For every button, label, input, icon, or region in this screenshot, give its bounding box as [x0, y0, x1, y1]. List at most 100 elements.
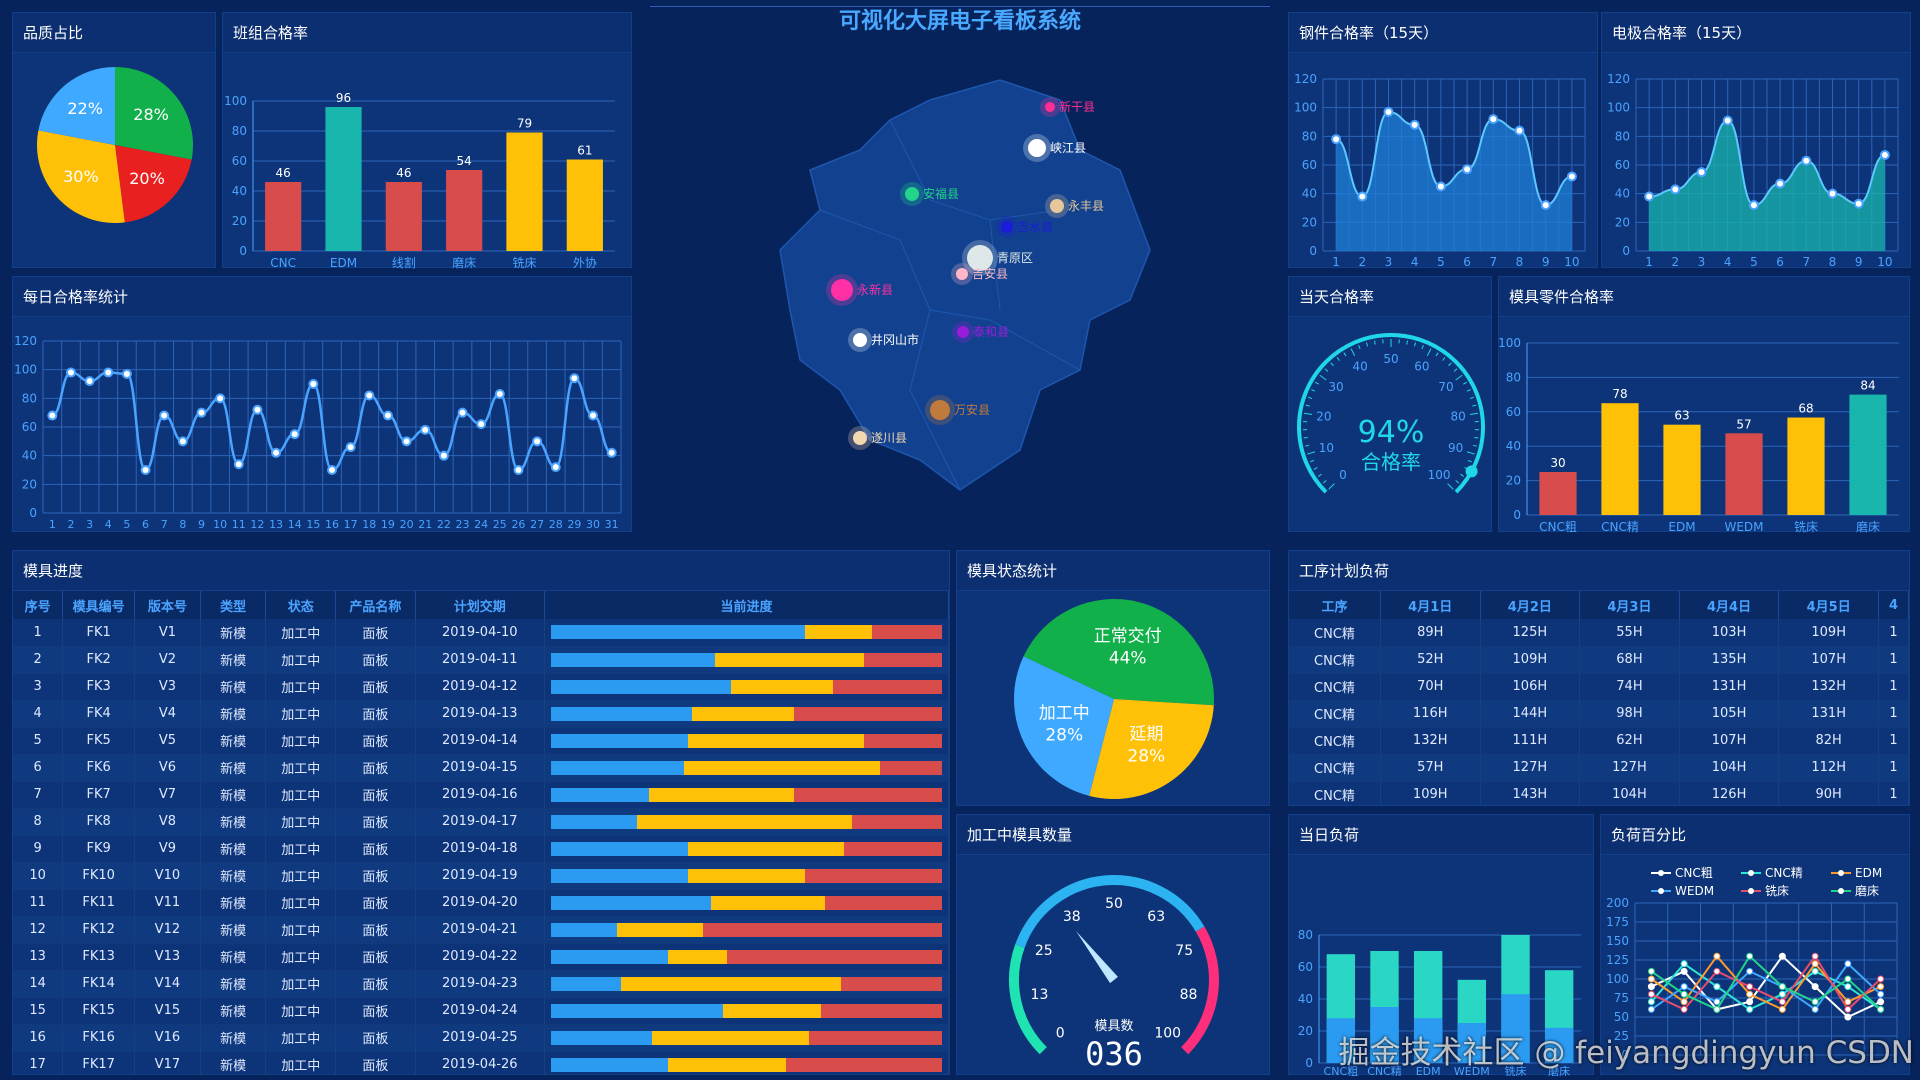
- data-point: [1748, 200, 1759, 211]
- table-cell: 7: [13, 781, 64, 809]
- bar: [325, 107, 362, 251]
- table-row[interactable]: 16 FK16 V16 新模 加工中 面板 2019-04-25: [13, 1024, 949, 1052]
- pie-slice-name: 正常交付: [1094, 627, 1162, 647]
- table-row[interactable]: 10 FK10 V10 新模 加工中 面板 2019-04-19: [13, 862, 949, 890]
- table-row[interactable]: CNC精 89H 125H 55H 103H 109H 1: [1289, 619, 1909, 647]
- data-point: [1877, 990, 1885, 998]
- table-cell: 132H: [1380, 727, 1481, 755]
- table-row[interactable]: 2 FK2 V2 新模 加工中 面板 2019-04-11: [13, 646, 949, 674]
- table-row[interactable]: CNC精 52H 109H 68H 135H 107H 1: [1289, 646, 1909, 674]
- gauge-tick: [1324, 368, 1329, 372]
- table-row[interactable]: 9 FK9 V9 新模 加工中 面板 2019-04-18: [13, 835, 949, 863]
- table-cell: 1: [13, 619, 64, 647]
- data-point: [569, 373, 580, 384]
- table-cell: CNC精: [1289, 754, 1381, 782]
- gauge-tick: [1317, 473, 1322, 477]
- series-line: [1650, 954, 1882, 1011]
- table-cell: 加工中: [265, 754, 337, 782]
- table-cell: 107H: [1679, 727, 1780, 755]
- pie-slice: [38, 67, 115, 145]
- y-tick-label: 175: [1606, 915, 1629, 929]
- progress-segment: [805, 625, 872, 640]
- x-tick-label: 26: [511, 518, 525, 531]
- table-row[interactable]: 1 FK1 V1 新模 加工中 面板 2019-04-10: [13, 619, 949, 647]
- gauge-tick-label: 50: [1105, 896, 1123, 912]
- progress-segment: [785, 1057, 943, 1072]
- pie-slice: [36, 130, 125, 224]
- table-row[interactable]: 6 FK6 V6 新模 加工中 面板 2019-04-15: [13, 754, 949, 782]
- table-row[interactable]: 13 FK13 V13 新模 加工中 面板 2019-04-22: [13, 943, 949, 971]
- table-cell: 加工中: [265, 943, 337, 971]
- data-point: [1409, 119, 1420, 130]
- table-cell: 127H: [1579, 754, 1680, 782]
- gauge-tick: [1406, 340, 1408, 345]
- table-cell: 16: [13, 1024, 64, 1052]
- progress-segment: [550, 1030, 653, 1045]
- table-header-cell: 4: [1878, 591, 1909, 619]
- data-point: [513, 465, 524, 475]
- gauge-tick: [1308, 396, 1313, 400]
- data-point: [1746, 998, 1754, 1006]
- table-row[interactable]: 14 FK14 V14 新模 加工中 面板 2019-04-23: [13, 970, 949, 998]
- table-row[interactable]: CNC精 70H 106H 74H 131H 132H 1: [1289, 673, 1909, 701]
- table-header-cell: 4月4日: [1679, 591, 1780, 619]
- panel-title: 钢件合格率（15天）: [1289, 13, 1597, 53]
- progress-segment: [550, 652, 716, 667]
- bar-value-label: 54: [457, 154, 472, 168]
- table-cell: FK12: [62, 916, 136, 944]
- electrode-area-chart: 0 20 40 60 80 100 120 1 2 3 4 5 6 7 8 9 10: [1607, 72, 1899, 269]
- panel-team-pass-rate: 班组合格率 0 20 40 60 80 100 46 CNC 96 EDM 46 线割 54 磨床 79 铣床…: [222, 12, 632, 269]
- table-row[interactable]: CNC精 57H 127H 127H 104H 112H 1: [1289, 754, 1909, 782]
- x-tick-label: 5: [123, 518, 130, 531]
- x-tick-label: 6: [142, 518, 149, 531]
- table-cell: 2019-04-23: [415, 970, 546, 998]
- table-row[interactable]: 8 FK8 V8 新模 加工中 面板 2019-04-17: [13, 808, 949, 836]
- table-row[interactable]: CNC精 109H 143H 104H 126H 90H 1: [1289, 781, 1909, 805]
- data-point: [1647, 975, 1655, 983]
- x-tick-label: 4: [105, 518, 112, 531]
- table-row[interactable]: CNC精 116H 144H 98H 105H 131H 1: [1289, 700, 1909, 728]
- gauge-value: 036: [1085, 1035, 1143, 1073]
- bar: [1539, 472, 1577, 515]
- table-cell: 8: [13, 808, 64, 836]
- y-tick-label: 0: [1621, 1048, 1629, 1062]
- table-cell: 加工中: [265, 835, 337, 863]
- data-point: [1696, 167, 1707, 178]
- today-gauge: 0 10 20 30 40 50 60 70 80 90 100 94%合格率: [1297, 333, 1485, 494]
- data-point: [84, 376, 95, 387]
- progress-segment: [793, 787, 943, 802]
- table-row[interactable]: 17 FK17 V17 新模 加工中 面板 2019-04-26: [13, 1051, 949, 1074]
- table-cell: 新模: [200, 862, 267, 890]
- data-point: [1680, 960, 1688, 968]
- table-cell: FK5: [62, 727, 136, 755]
- map-city-label: 遂川县: [871, 431, 907, 445]
- panel-electrode-pass-rate: 电极合格率（15天） 0 20 40 60 80 100 120 1 2 3 4 5 6 7 8 9 10: [1601, 12, 1911, 269]
- x-tick-label: 5: [1437, 255, 1445, 269]
- gauge-tick: [1330, 362, 1334, 367]
- table-row[interactable]: 12 FK12 V12 新模 加工中 面板 2019-04-21: [13, 916, 949, 944]
- table-cell: 加工中: [265, 781, 337, 809]
- table-row[interactable]: CNC精 132H 111H 62H 107H 82H 1: [1289, 727, 1909, 755]
- progress-segment: [832, 679, 943, 694]
- table-row[interactable]: 5 FK5 V5 新模 加工中 面板 2019-04-14: [13, 727, 949, 755]
- table-cell: 89H: [1380, 619, 1481, 647]
- table-row[interactable]: 15 FK15 V15 新模 加工中 面板 2019-04-24: [13, 997, 949, 1025]
- table-cell: 新模: [200, 808, 267, 836]
- data-point: [1844, 960, 1852, 968]
- table-row[interactable]: 4 FK4 V4 新模 加工中 面板 2019-04-13: [13, 700, 949, 728]
- table-cell: 面板: [335, 808, 416, 836]
- table-cell: V8: [134, 808, 201, 836]
- gauge-value: 94%: [1358, 415, 1425, 450]
- table-row[interactable]: 3 FK3 V3 新模 加工中 面板 2019-04-12: [13, 673, 949, 701]
- bar: [1601, 403, 1639, 515]
- data-point: [1514, 125, 1525, 136]
- data-point: [177, 436, 188, 447]
- legend-marker: [1838, 888, 1844, 894]
- gauge-tick-label: 40: [1352, 359, 1367, 373]
- pie-slice-label: 28%: [133, 105, 169, 124]
- table-cell: 9: [13, 835, 64, 863]
- table-row[interactable]: 11 FK11 V11 新模 加工中 面板 2019-04-20: [13, 889, 949, 917]
- table-cell: 2019-04-13: [415, 700, 546, 728]
- data-point: [1844, 983, 1852, 991]
- table-row[interactable]: 7 FK7 V7 新模 加工中 面板 2019-04-16: [13, 781, 949, 809]
